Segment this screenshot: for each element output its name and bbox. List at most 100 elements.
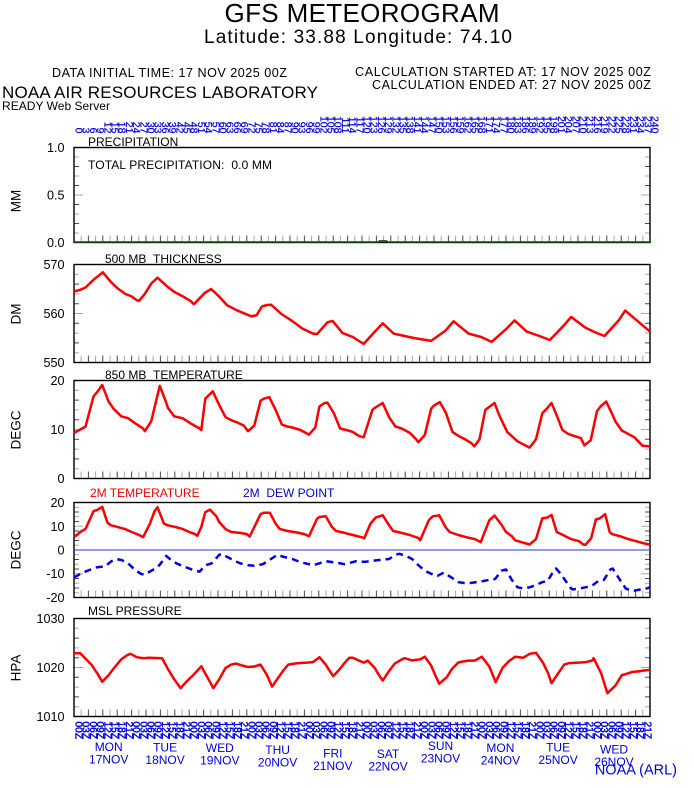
svg-text:-10: -10 — [46, 567, 64, 581]
svg-text:03Z: 03Z — [425, 722, 436, 740]
svg-text:195: 195 — [541, 116, 553, 134]
svg-text:06Z: 06Z — [260, 722, 271, 740]
svg-text:51: 51 — [195, 122, 207, 134]
svg-text:21Z: 21Z — [526, 722, 537, 740]
svg-text:111: 111 — [339, 118, 351, 134]
svg-text:186: 186 — [519, 116, 531, 134]
svg-text:27: 27 — [137, 122, 149, 134]
svg-text:12Z: 12Z — [101, 722, 112, 740]
svg-text:168: 168 — [476, 116, 488, 134]
svg-text:DEGC: DEGC — [9, 410, 24, 449]
svg-text:00Z: 00Z — [303, 722, 314, 740]
svg-text:108: 108 — [332, 116, 344, 134]
svg-text:15Z: 15Z — [569, 722, 580, 740]
svg-text:6: 6 — [87, 128, 99, 134]
svg-text:99: 99 — [310, 122, 322, 134]
svg-text:78: 78 — [260, 122, 272, 134]
svg-text:15Z: 15Z — [224, 722, 235, 740]
svg-text:57: 57 — [209, 122, 221, 134]
svg-text:237: 237 — [641, 116, 653, 134]
svg-text:12: 12 — [101, 122, 113, 134]
svg-text:15Z: 15Z — [627, 722, 638, 740]
svg-text:09Z: 09Z — [382, 722, 393, 740]
svg-text:12Z: 12Z — [274, 722, 285, 740]
svg-text:177: 177 — [497, 116, 509, 134]
svg-text:MM: MM — [9, 190, 24, 213]
svg-text:2M TEMPERATURE: 2M TEMPERATURE — [90, 486, 200, 500]
svg-text:20: 20 — [50, 496, 64, 510]
svg-text:234: 234 — [634, 116, 646, 134]
svg-text:18NOV: 18NOV — [145, 753, 184, 767]
svg-text:09Z: 09Z — [209, 722, 220, 740]
svg-text:207: 207 — [569, 116, 581, 134]
svg-text:159: 159 — [454, 116, 466, 134]
svg-text:18Z: 18Z — [634, 722, 645, 740]
svg-text:21Z: 21Z — [353, 722, 364, 740]
svg-text:06Z: 06Z — [605, 722, 616, 740]
svg-text:SUN: SUN — [428, 739, 453, 753]
svg-text:06Z: 06Z — [548, 722, 559, 740]
svg-text:15Z: 15Z — [339, 722, 350, 740]
svg-text:12Z: 12Z — [159, 722, 170, 740]
svg-text:201: 201 — [555, 116, 567, 134]
svg-text:03Z: 03Z — [541, 722, 552, 740]
svg-text:WED: WED — [600, 742, 628, 756]
svg-text:12Z: 12Z — [620, 722, 631, 740]
svg-text:560: 560 — [43, 307, 64, 321]
svg-text:45: 45 — [181, 122, 193, 134]
svg-text:0: 0 — [57, 472, 64, 486]
svg-text:TOTAL PRECIPITATION: 0.0 MM: TOTAL PRECIPITATION: 0.0 MM — [88, 158, 272, 172]
svg-text:36: 36 — [159, 122, 171, 134]
svg-text:03Z: 03Z — [253, 722, 264, 740]
svg-text:21Z: 21Z — [296, 722, 307, 740]
svg-text:GFS METEOROGRAM: GFS METEOROGRAM — [225, 0, 500, 28]
svg-text:MON: MON — [486, 741, 514, 755]
svg-text:117: 117 — [353, 117, 365, 134]
svg-text:18Z: 18Z — [289, 722, 300, 740]
svg-text:180: 180 — [505, 116, 517, 134]
svg-text:150: 150 — [433, 116, 445, 134]
svg-text:9: 9 — [94, 128, 106, 134]
svg-text:69: 69 — [238, 122, 250, 134]
svg-text:114: 114 — [346, 117, 358, 134]
svg-text:06Z: 06Z — [433, 722, 444, 740]
svg-text:15Z: 15Z — [166, 722, 177, 740]
svg-text:141: 141 — [411, 116, 423, 134]
svg-text:96: 96 — [303, 122, 315, 134]
svg-text:126: 126 — [375, 116, 387, 134]
svg-text:21Z: 21Z — [123, 722, 134, 740]
svg-text:162: 162 — [461, 116, 473, 134]
svg-text:75: 75 — [253, 122, 265, 134]
svg-text:30: 30 — [145, 122, 157, 134]
svg-text:03Z: 03Z — [195, 722, 206, 740]
svg-text:21Z: 21Z — [181, 722, 192, 740]
svg-text:1.0: 1.0 — [47, 141, 65, 155]
svg-text:42: 42 — [173, 122, 185, 134]
svg-text:500 MB THICKNESS: 500 MB THICKNESS — [105, 252, 222, 266]
svg-text:25NOV: 25NOV — [538, 753, 577, 767]
svg-text:00Z: 00Z — [245, 722, 256, 740]
svg-text:10: 10 — [50, 423, 64, 437]
svg-text:570: 570 — [43, 258, 64, 272]
svg-text:FRI: FRI — [323, 747, 342, 761]
svg-text:90: 90 — [289, 122, 301, 134]
svg-text:26NOV: 26NOV — [594, 755, 633, 769]
svg-text:18Z: 18Z — [231, 722, 242, 740]
svg-text:240: 240 — [649, 116, 661, 134]
svg-text:189: 189 — [526, 116, 538, 134]
svg-text:21Z: 21Z — [238, 722, 249, 740]
svg-text:18Z: 18Z — [173, 722, 184, 740]
svg-text:DEGC: DEGC — [9, 530, 24, 569]
svg-text:138: 138 — [404, 116, 416, 134]
svg-text:THU: THU — [265, 743, 290, 757]
svg-text:12Z: 12Z — [505, 722, 516, 740]
svg-text:33: 33 — [152, 122, 164, 134]
svg-text:03Z: 03Z — [598, 722, 609, 740]
svg-text:09Z: 09Z — [267, 722, 278, 740]
svg-text:06Z: 06Z — [145, 722, 156, 740]
svg-text:39: 39 — [166, 122, 178, 134]
svg-text:18Z: 18Z — [577, 722, 588, 740]
svg-text:09Z: 09Z — [325, 722, 336, 740]
svg-text:21Z: 21Z — [469, 722, 480, 740]
svg-text:132: 132 — [389, 116, 401, 134]
